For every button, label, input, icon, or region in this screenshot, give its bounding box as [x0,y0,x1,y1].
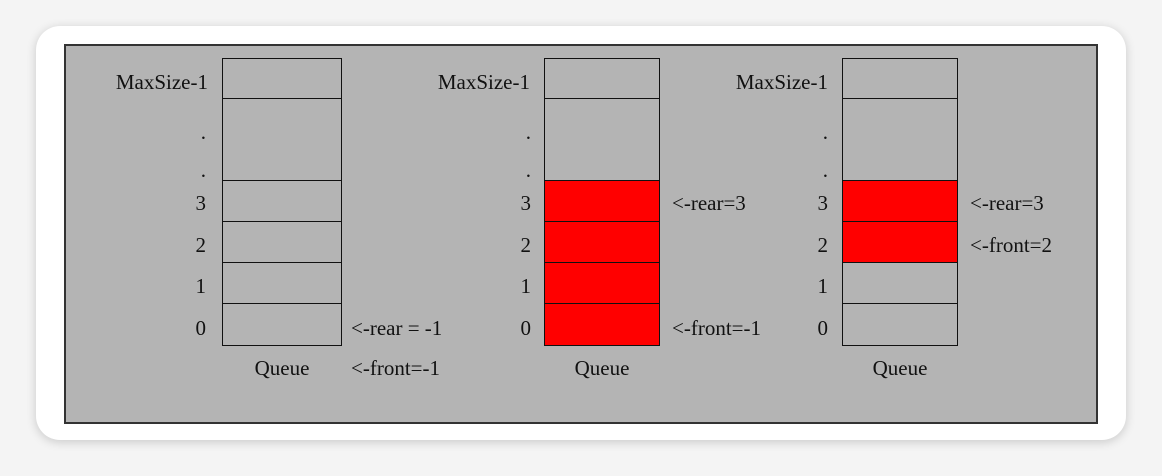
index-label-3: 3 [195,191,207,215]
index-label-2: 2 [520,233,532,257]
front-pointer-label: <-front=-1 [351,356,440,380]
index-label-3: 3 [817,191,829,215]
index-label-0: 0 [520,316,532,340]
front-pointer-label: <-front=-1 [672,316,761,340]
index-label-1: 1 [195,274,207,298]
index-label-dot: . [822,158,828,182]
index-label-maxsize: MaxSize-1 [115,70,208,94]
index-label-dot: . [525,158,531,182]
queue-cell-0 [842,303,958,346]
queue-cell-1 [842,262,958,305]
queue-cell-maxsize [222,58,342,100]
index-label-1: 1 [520,274,532,298]
index-label-1: 1 [817,274,829,298]
index-label-maxsize: MaxSize-1 [437,70,530,94]
queue-caption: Queue [872,356,928,380]
diagram-panel: MaxSize-1 . . 3 2 1 0 Queue <-rear = -1 … [64,44,1098,424]
queue-cell-1 [544,262,660,305]
index-label-2: 2 [195,233,207,257]
queue-cell-0 [544,303,660,346]
queue-caption: Queue [574,356,630,380]
index-label-dot: . [525,120,531,144]
queue-caption: Queue [254,356,310,380]
queue-cell-0 [222,303,342,346]
queue-cell-1 [222,262,342,305]
rear-pointer-label: <-rear=3 [672,191,746,215]
index-label-dot: . [200,120,206,144]
queue-cell-2 [842,221,958,264]
queue-cell-2 [544,221,660,264]
index-label-maxsize: MaxSize-1 [735,70,828,94]
queue-cell-maxsize [842,58,958,100]
queue-cell-3 [222,180,342,223]
queue-cell-maxsize [544,58,660,100]
queue-cell-gap [842,98,958,182]
queue-cell-3 [842,180,958,223]
index-label-0: 0 [195,316,207,340]
index-label-0: 0 [817,316,829,340]
index-label-3: 3 [520,191,532,215]
index-label-dot: . [822,120,828,144]
queue-cell-3 [544,180,660,223]
queue-cell-2 [222,221,342,264]
front-pointer-label: <-front=2 [970,233,1053,257]
index-label-2: 2 [817,233,829,257]
index-label-dot: . [200,158,206,182]
queue-cell-gap [222,98,342,182]
rear-pointer-label: <-rear = -1 [351,316,443,340]
rear-pointer-label: <-rear=3 [970,191,1044,215]
queue-cell-gap [544,98,660,182]
